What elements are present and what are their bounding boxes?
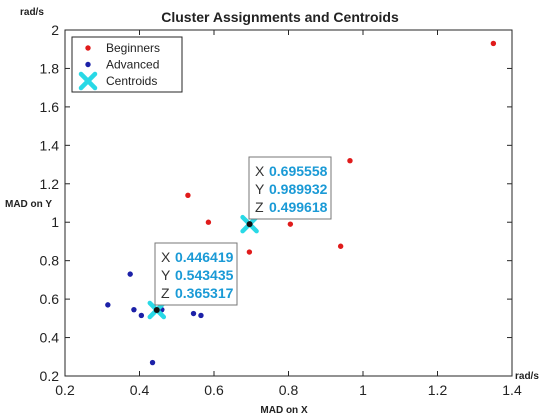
x-tick-labels: 0.2 0.4 0.6 0.8 1 1.2 1.4 bbox=[55, 30, 522, 398]
x-tick-label: 0.6 bbox=[204, 382, 224, 398]
x-tick-label: 1 bbox=[359, 382, 367, 398]
y-tick-label: 1.2 bbox=[40, 176, 60, 192]
legend: Beginners Advanced Centroids bbox=[71, 36, 183, 93]
chart-title: Cluster Assignments and Centroids bbox=[161, 9, 399, 25]
datatip-box bbox=[154, 242, 238, 306]
advanced-point bbox=[131, 306, 137, 313]
datatip-label: Y bbox=[255, 181, 265, 197]
x-tick-label: 1.2 bbox=[428, 382, 448, 398]
datatip-label: Y bbox=[161, 267, 171, 283]
x-unit-label: rad/s bbox=[515, 371, 539, 382]
advanced-point bbox=[198, 312, 204, 319]
advanced-point bbox=[127, 271, 133, 277]
x-axis-label: MAD on X bbox=[260, 405, 308, 416]
advanced-point bbox=[190, 310, 197, 317]
legend-advanced-marker bbox=[85, 61, 91, 68]
advanced-point bbox=[149, 359, 156, 366]
datatip-label: X bbox=[255, 163, 265, 179]
beginners-point bbox=[347, 158, 353, 164]
y-tick-label: 2 bbox=[51, 22, 59, 38]
datatip-value: 0.543435 bbox=[175, 267, 234, 283]
y-tick-label: 0.6 bbox=[40, 291, 60, 307]
advanced-point bbox=[138, 312, 145, 319]
y-tick-label: 1.8 bbox=[40, 60, 60, 76]
datatip-value: 0.499618 bbox=[269, 199, 328, 215]
beginners-point bbox=[185, 192, 191, 199]
x-tick-label: 0.8 bbox=[279, 382, 299, 398]
beginners-point bbox=[490, 40, 497, 47]
legend-centroids-label: Centroids bbox=[106, 74, 157, 88]
y-tick-label: 0.2 bbox=[40, 368, 60, 384]
legend-advanced-label: Advanced bbox=[106, 58, 159, 72]
y-tick-label: 1.6 bbox=[40, 99, 60, 115]
datatip-value: 0.989932 bbox=[269, 181, 328, 197]
y-axis-label: MAD on Y bbox=[5, 199, 52, 210]
beginners-point bbox=[205, 219, 212, 225]
datatip-value: 0.365317 bbox=[175, 285, 234, 301]
y-tick-label: 1.4 bbox=[40, 137, 60, 153]
y-tick-label: 0.8 bbox=[40, 253, 60, 269]
datatip-label: X bbox=[161, 249, 171, 265]
y-tick-labels: 0.2 0.4 0.6 0.8 1 1.2 1.4 1.6 1.8 2 bbox=[40, 22, 512, 384]
x-tick-label: 1.4 bbox=[502, 382, 522, 398]
datatip-label: Z bbox=[161, 285, 170, 301]
datatip-value: 0.695558 bbox=[269, 163, 328, 179]
datatip-label: Z bbox=[255, 199, 264, 215]
datatip-anchor bbox=[153, 306, 160, 313]
datatip-value: 0.446419 bbox=[175, 249, 234, 265]
datatip-box bbox=[248, 156, 332, 220]
x-tick-label: 0.4 bbox=[130, 382, 150, 398]
x-tick-label: 0.2 bbox=[55, 382, 75, 398]
y-tick-label: 0.4 bbox=[40, 330, 60, 346]
legend-beginners-marker bbox=[85, 45, 91, 51]
beginners-point bbox=[287, 221, 294, 227]
advanced-point bbox=[105, 302, 111, 308]
beginners-point bbox=[337, 243, 344, 249]
legend-centroids-marker bbox=[78, 71, 98, 91]
datatip-anchor bbox=[246, 221, 253, 228]
legend-beginners-label: Beginners bbox=[106, 41, 160, 55]
beginners-point bbox=[246, 249, 253, 255]
y-unit-label: rad/s bbox=[20, 7, 44, 18]
y-tick-label: 1 bbox=[51, 214, 59, 230]
